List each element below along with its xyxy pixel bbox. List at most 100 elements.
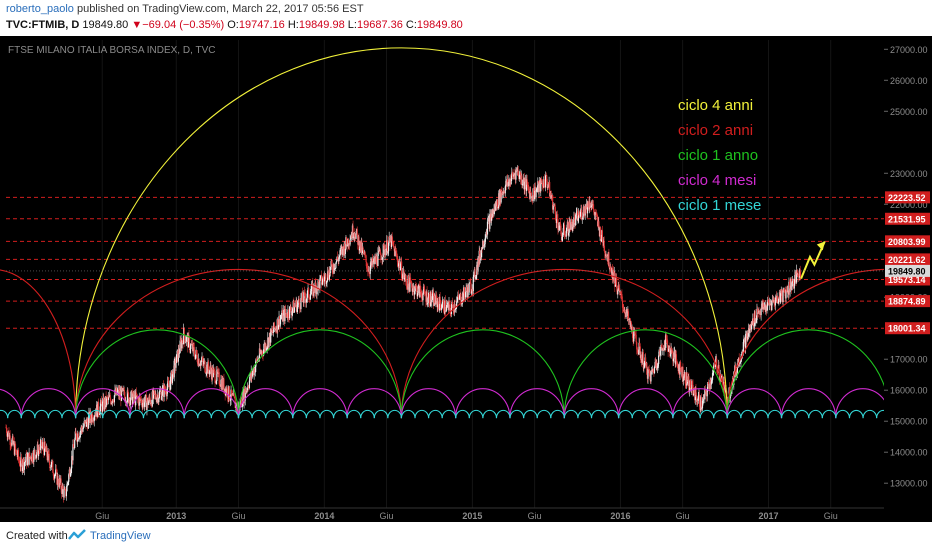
candle-body xyxy=(446,305,448,311)
legend-entry: ciclo 1 anno xyxy=(678,147,758,164)
candle-body xyxy=(634,330,636,334)
candle-body xyxy=(785,289,787,299)
candle-body xyxy=(687,381,689,384)
candle-body xyxy=(345,237,348,244)
candle-body xyxy=(441,307,443,309)
candle-body xyxy=(271,330,274,333)
candle-body xyxy=(559,222,561,231)
candle-body xyxy=(575,212,577,215)
candle-body xyxy=(161,395,163,400)
candle-body xyxy=(572,224,574,231)
candle-body xyxy=(284,308,286,322)
candle-body xyxy=(448,302,450,310)
candle-body xyxy=(337,256,339,260)
candle-body xyxy=(55,469,57,475)
candle-body xyxy=(63,489,65,498)
candle-body xyxy=(422,286,425,294)
candle-body xyxy=(530,191,532,194)
candle-body xyxy=(33,449,35,462)
cycle_1m-arc xyxy=(753,409,769,419)
tradingview-link[interactable]: TradingView xyxy=(90,530,151,542)
candle-body xyxy=(292,308,294,312)
candle-body xyxy=(704,389,707,391)
candle-body xyxy=(446,304,448,306)
candle-body xyxy=(591,204,593,207)
price-chart[interactable]: 27000.00 26000.00 25000.00 23000.00 22000.00… xyxy=(0,36,932,522)
candle-body xyxy=(560,225,562,235)
candle-body xyxy=(170,376,172,390)
candle-body xyxy=(608,252,610,268)
candle-body xyxy=(569,222,571,229)
cycle_1m-arc xyxy=(265,409,280,419)
candle-body xyxy=(636,342,638,350)
candle-body xyxy=(754,311,756,323)
legend-entry: ciclo 1 mese xyxy=(678,197,761,214)
cycle_1m-arc xyxy=(848,409,864,419)
candle-body xyxy=(428,294,431,305)
candle-body xyxy=(396,255,398,257)
candle-body xyxy=(525,179,528,191)
candle-body xyxy=(789,288,791,293)
candle-body xyxy=(223,378,225,392)
candle-body xyxy=(196,354,198,363)
candle-body xyxy=(335,262,337,268)
candle-body xyxy=(549,182,551,197)
level-price-label: 20803.99 xyxy=(888,237,926,247)
candle-body xyxy=(293,306,296,313)
cycle_1m-arc xyxy=(7,409,22,419)
time-tick-label: Giu xyxy=(95,511,109,521)
candle-body xyxy=(540,179,542,184)
candle-body xyxy=(376,256,378,265)
candle-body xyxy=(79,432,81,438)
candle-body xyxy=(614,285,617,287)
candle-body xyxy=(707,382,709,390)
candle-body xyxy=(190,344,192,350)
candle-body xyxy=(68,474,70,482)
candle-body xyxy=(39,443,41,451)
author-link[interactable]: roberto_paolo xyxy=(6,3,74,15)
candle-body xyxy=(97,401,99,414)
created-with-text: Created with xyxy=(6,530,68,542)
candle-body xyxy=(518,174,521,179)
candle-body xyxy=(286,313,288,317)
candle-body xyxy=(431,299,433,303)
level-price-label: 22223.52 xyxy=(888,193,926,203)
candle-body xyxy=(698,394,701,407)
candle-body xyxy=(34,449,36,455)
cycle_1m-arc xyxy=(373,409,389,419)
cycle_1m-arc xyxy=(387,409,402,419)
time-axis: Giu 2013 Giu 2014 Giu 2015 Giu 2016 Giu 2017 Giu xyxy=(0,507,932,522)
candle-body xyxy=(653,366,656,374)
candle-body xyxy=(621,300,624,308)
candle-body xyxy=(213,369,216,372)
cycle_1m-arc xyxy=(224,409,240,419)
candle-body xyxy=(647,368,649,379)
cycle_4m-arc xyxy=(563,388,620,419)
candle-body xyxy=(372,261,374,265)
candle-body xyxy=(452,305,454,311)
candle-body xyxy=(35,454,37,459)
candle-body xyxy=(291,311,293,316)
candle-body xyxy=(91,414,94,422)
candle-body xyxy=(302,292,304,301)
candle-body xyxy=(26,456,28,466)
candle-body xyxy=(660,344,662,351)
candle-body xyxy=(335,260,338,263)
candle-body xyxy=(529,191,531,199)
candle-body xyxy=(355,233,357,239)
candle-body xyxy=(456,301,458,308)
cycle_1m-arc xyxy=(156,409,172,419)
last-price-box xyxy=(885,264,930,277)
candle-body xyxy=(132,397,134,405)
candle-body xyxy=(621,294,623,301)
projection-arrow xyxy=(800,241,826,280)
candle-body xyxy=(587,201,589,208)
cycle_1m-arc xyxy=(523,409,538,419)
candle-body xyxy=(713,364,715,366)
candle-body xyxy=(40,440,43,449)
candle-body xyxy=(207,361,210,370)
cycle_4m-arc xyxy=(292,388,348,419)
candle-body xyxy=(98,414,101,416)
level-price-box xyxy=(885,295,930,308)
candle-body xyxy=(362,247,364,251)
